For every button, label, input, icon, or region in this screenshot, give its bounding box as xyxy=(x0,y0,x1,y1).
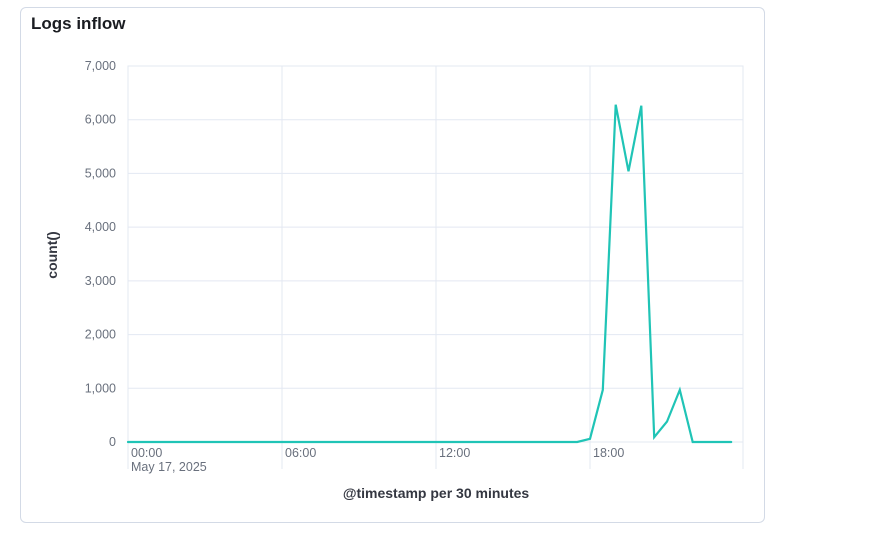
y-tick-label: 7,000 xyxy=(85,59,116,73)
y-tick-label: 0 xyxy=(109,435,116,449)
x-tick-label: 00:00 xyxy=(131,446,162,460)
x-tick-label: 06:00 xyxy=(285,446,316,460)
x-tick-label: 12:00 xyxy=(439,446,470,460)
y-tick-label: 2,000 xyxy=(85,328,116,342)
chart-series xyxy=(126,104,733,444)
x-tick-sublabel: May 17, 2025 xyxy=(131,460,207,474)
chart-grid xyxy=(127,65,744,469)
y-tick-label: 4,000 xyxy=(85,220,116,234)
y-tick-label: 6,000 xyxy=(85,113,116,127)
y-axis-label: count() xyxy=(44,231,60,278)
y-tick-label: 1,000 xyxy=(85,381,116,395)
y-axis-ticks: 0 1,000 2,000 3,000 4,000 5,000 6,000 7,000 xyxy=(85,59,116,449)
x-tick-label: 18:00 xyxy=(593,446,624,460)
y-tick-label: 3,000 xyxy=(85,274,116,288)
x-axis-label: @timestamp per 30 minutes xyxy=(343,485,530,501)
panel-title: Logs inflow xyxy=(31,14,126,33)
series-line xyxy=(126,104,733,444)
y-tick-label: 5,000 xyxy=(85,166,116,180)
chart-panel: Logs inflow xyxy=(20,7,765,523)
